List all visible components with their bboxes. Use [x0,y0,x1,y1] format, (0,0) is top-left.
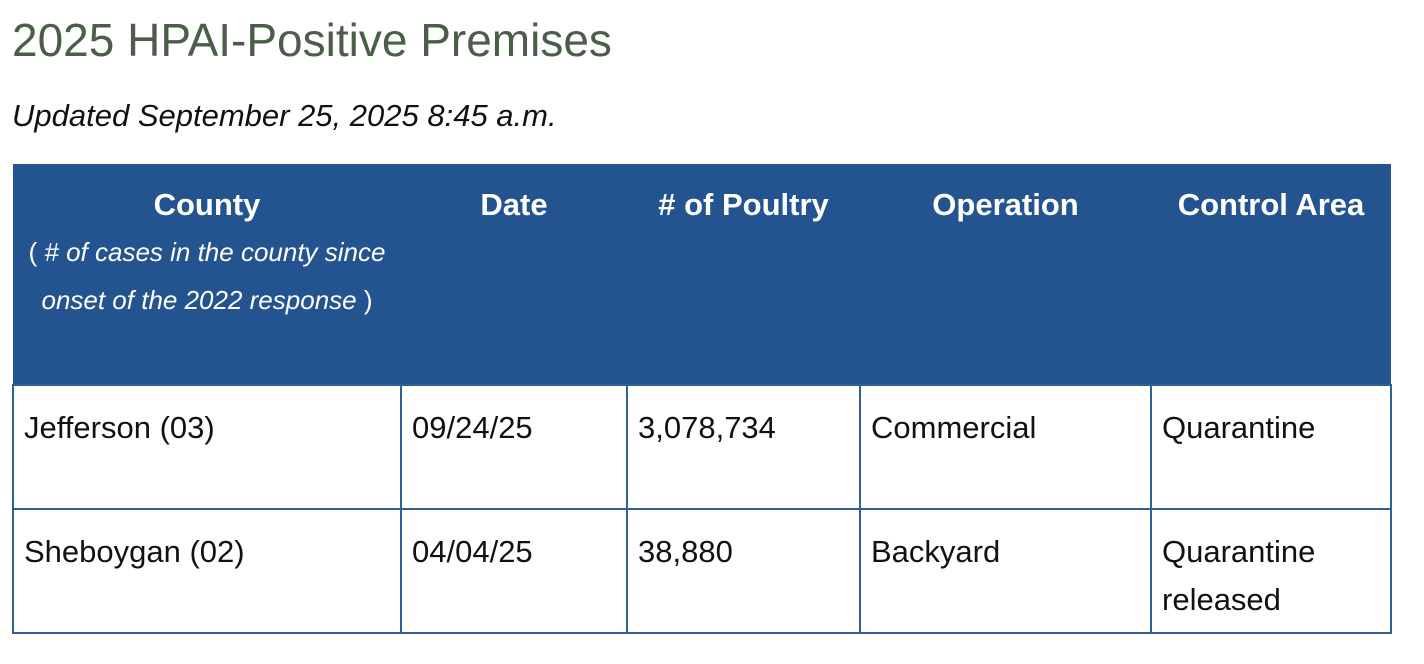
table-body: Jefferson (03) 09/24/25 3,078,734 Commer… [12,384,1392,634]
header-county: County ( # of cases in the county since … [13,164,401,385]
cell-operation: Backyard [859,508,1152,634]
updated-timestamp: Updated September 25, 2025 8:45 a.m. [12,98,557,133]
table-row: Jefferson (03) 09/24/25 3,078,734 Commer… [12,384,1392,510]
header-date: Date [401,164,627,385]
cell-date: 04/04/25 [400,508,628,634]
header-operation: Operation [860,164,1151,385]
header-county-label: County [153,187,261,222]
header-county-note: ( # of cases in the county since onset o… [21,228,393,324]
note-open-paren: ( [28,237,45,267]
cell-county: Jefferson (03) [12,384,402,510]
table-header: County ( # of cases in the county since … [13,164,1391,385]
note-text: # of cases in the county since onset of … [41,237,386,315]
table-row: Sheboygan (02) 04/04/25 38,880 Backyard … [12,508,1392,634]
cell-county: Sheboygan (02) [12,508,402,634]
cell-poultry: 38,880 [626,508,861,634]
note-close-paren: ) [356,285,373,315]
cell-control-area: Quarantine [1150,384,1392,510]
header-row: County ( # of cases in the county since … [13,164,1391,385]
cell-date: 09/24/25 [400,384,628,510]
hpai-premises-table: County ( # of cases in the county since … [12,164,1392,634]
cell-operation: Commercial [859,384,1152,510]
cell-control-area: Quarantine released [1150,508,1392,634]
header-poultry: # of Poultry [627,164,860,385]
header-control-area: Control Area [1151,164,1391,385]
page-title: 2025 HPAI-Positive Premises [12,14,612,66]
cell-poultry: 3,078,734 [626,384,861,510]
